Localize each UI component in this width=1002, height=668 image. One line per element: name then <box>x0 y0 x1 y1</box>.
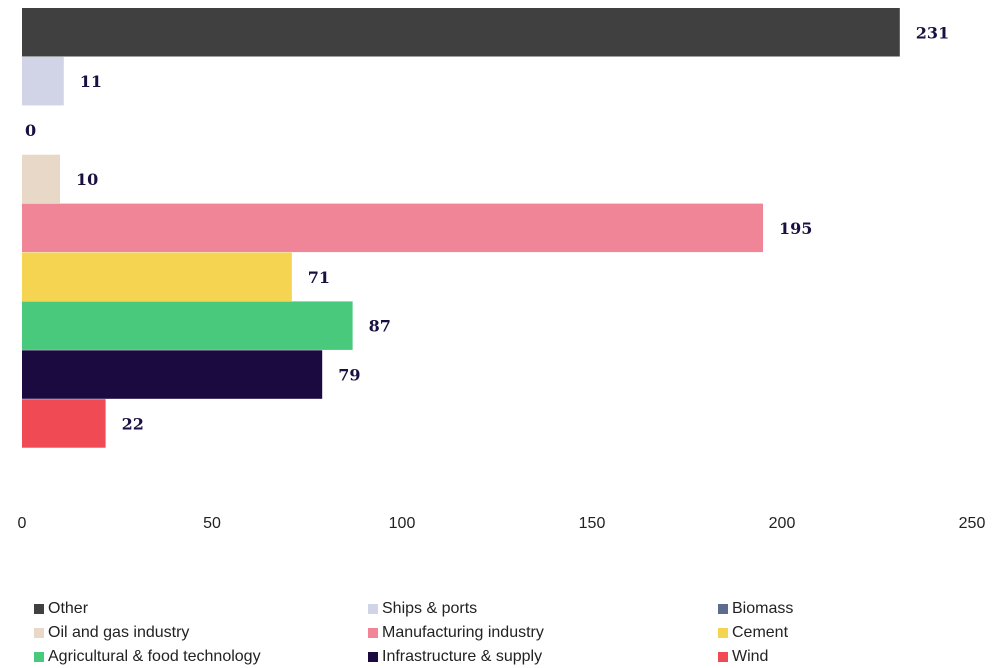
legend-swatch <box>718 652 728 662</box>
x-tick-label: 100 <box>389 515 416 532</box>
legend-swatch <box>718 628 728 638</box>
legend-label: Cement <box>732 624 789 641</box>
bar-value-label-oil-and-gas-industry: 10 <box>76 170 98 189</box>
bar-value-label-wind: 22 <box>122 414 144 433</box>
bar-agricultural-food-technology <box>22 301 353 350</box>
legend-swatch <box>34 628 44 638</box>
legend-item: Infrastructure & supply <box>368 646 542 668</box>
legend: Other Ships & ports Biomass Oil and gas ind… <box>34 598 994 666</box>
x-axis-ticks: 0 50 100 150 200 250 <box>18 515 986 532</box>
legend-swatch <box>368 604 378 614</box>
bar-value-label-agricultural-food-technology: 87 <box>369 317 391 336</box>
legend-label: Oil and gas industry <box>48 624 190 641</box>
bar-other <box>22 8 900 57</box>
bar-labels-group: 231 11 0 10 195 71 87 79 22 <box>25 23 949 433</box>
x-tick-label: 250 <box>959 515 986 532</box>
bar-ships-ports <box>22 56 64 106</box>
legend-swatch <box>368 652 378 662</box>
legend-label: Other <box>48 600 89 617</box>
legend-label: Infrastructure & supply <box>382 648 543 665</box>
x-tick-label: 50 <box>203 515 221 532</box>
bar-value-label-biomass: 0 <box>25 121 36 140</box>
legend-swatch <box>34 652 44 662</box>
legend-item: Biomass <box>718 598 793 620</box>
legend-item: Oil and gas industry <box>34 622 189 644</box>
legend-swatch <box>718 604 728 614</box>
legend-label: Manufacturing industry <box>382 624 544 641</box>
legend-label: Biomass <box>732 600 794 617</box>
legend-label: Wind <box>732 648 769 665</box>
legend-label: Ships & ports <box>382 600 478 617</box>
legend-swatch <box>368 628 378 638</box>
bar-manufacturing-industry <box>22 203 763 253</box>
legend-swatch <box>34 604 44 614</box>
bar-value-label-manufacturing-industry: 195 <box>779 219 812 238</box>
legend-label: Agricultural & food technology <box>48 648 261 665</box>
bar-value-label-cement: 71 <box>308 268 330 287</box>
bar-chart: 231 11 0 10 195 71 87 79 22 0 50 100 150 200 250 <box>18 8 986 532</box>
x-tick-label: 0 <box>18 515 27 532</box>
bar-infrastructure-supply <box>22 350 323 399</box>
legend-item: Ships & ports <box>368 598 477 620</box>
x-tick-label: 200 <box>769 515 796 532</box>
bars-group <box>22 8 900 448</box>
legend-item: Manufacturing industry <box>368 622 544 644</box>
x-tick-label: 150 <box>579 515 606 532</box>
legend-item: Other <box>34 598 88 620</box>
legend-item: Wind <box>718 646 768 668</box>
bar-value-label-ships-ports: 11 <box>80 72 102 91</box>
legend-item: Agricultural & food technology <box>34 646 261 668</box>
bar-oil-and-gas-industry <box>22 154 60 204</box>
bar-value-label-infrastructure-supply: 79 <box>338 366 360 385</box>
bar-cement <box>22 252 292 301</box>
bar-value-label-other: 231 <box>916 23 949 42</box>
bar-wind <box>22 399 106 448</box>
legend-item: Cement <box>718 622 788 644</box>
